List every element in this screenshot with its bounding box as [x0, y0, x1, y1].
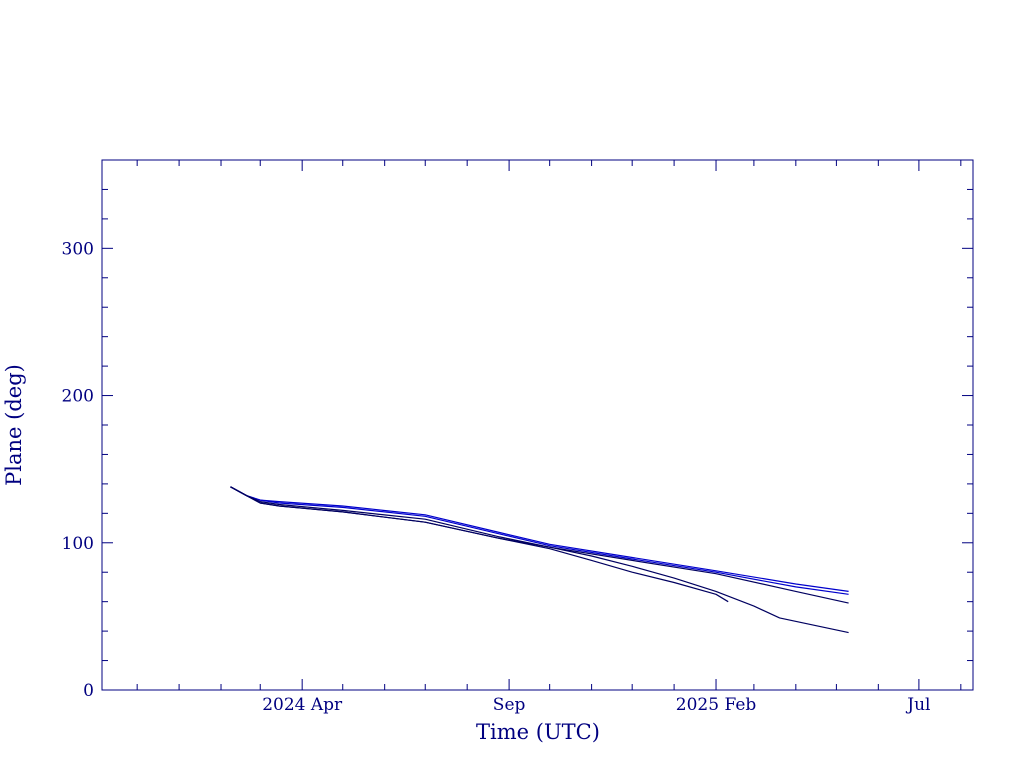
y-tick-label: 200 [62, 387, 94, 407]
series-line-1 [230, 486, 849, 592]
y-tick-label: 300 [62, 239, 94, 259]
series-line-4 [230, 486, 729, 603]
series-layer [230, 486, 849, 634]
y-tick-label: 100 [62, 534, 94, 554]
tick-labels: 2024 Apr Sep 2025 Feb Jul 0 100 200 300 [62, 239, 931, 715]
x-tick-label: Jul [905, 695, 930, 715]
series-line-3 [230, 486, 849, 604]
x-tick-label: 2025 Feb [676, 695, 757, 715]
y-tick-label: 0 [83, 681, 94, 701]
y-axis-title: Plane (deg) [2, 364, 26, 486]
series-line-5 [230, 486, 849, 634]
x-tick-label: 2024 Apr [262, 695, 343, 715]
x-tick-label: Sep [493, 695, 526, 715]
series-line-2 [230, 486, 849, 595]
x-axis-title: Time (UTC) [476, 720, 600, 744]
axis-ticks [102, 159, 973, 691]
plot-frame [101, 159, 974, 691]
